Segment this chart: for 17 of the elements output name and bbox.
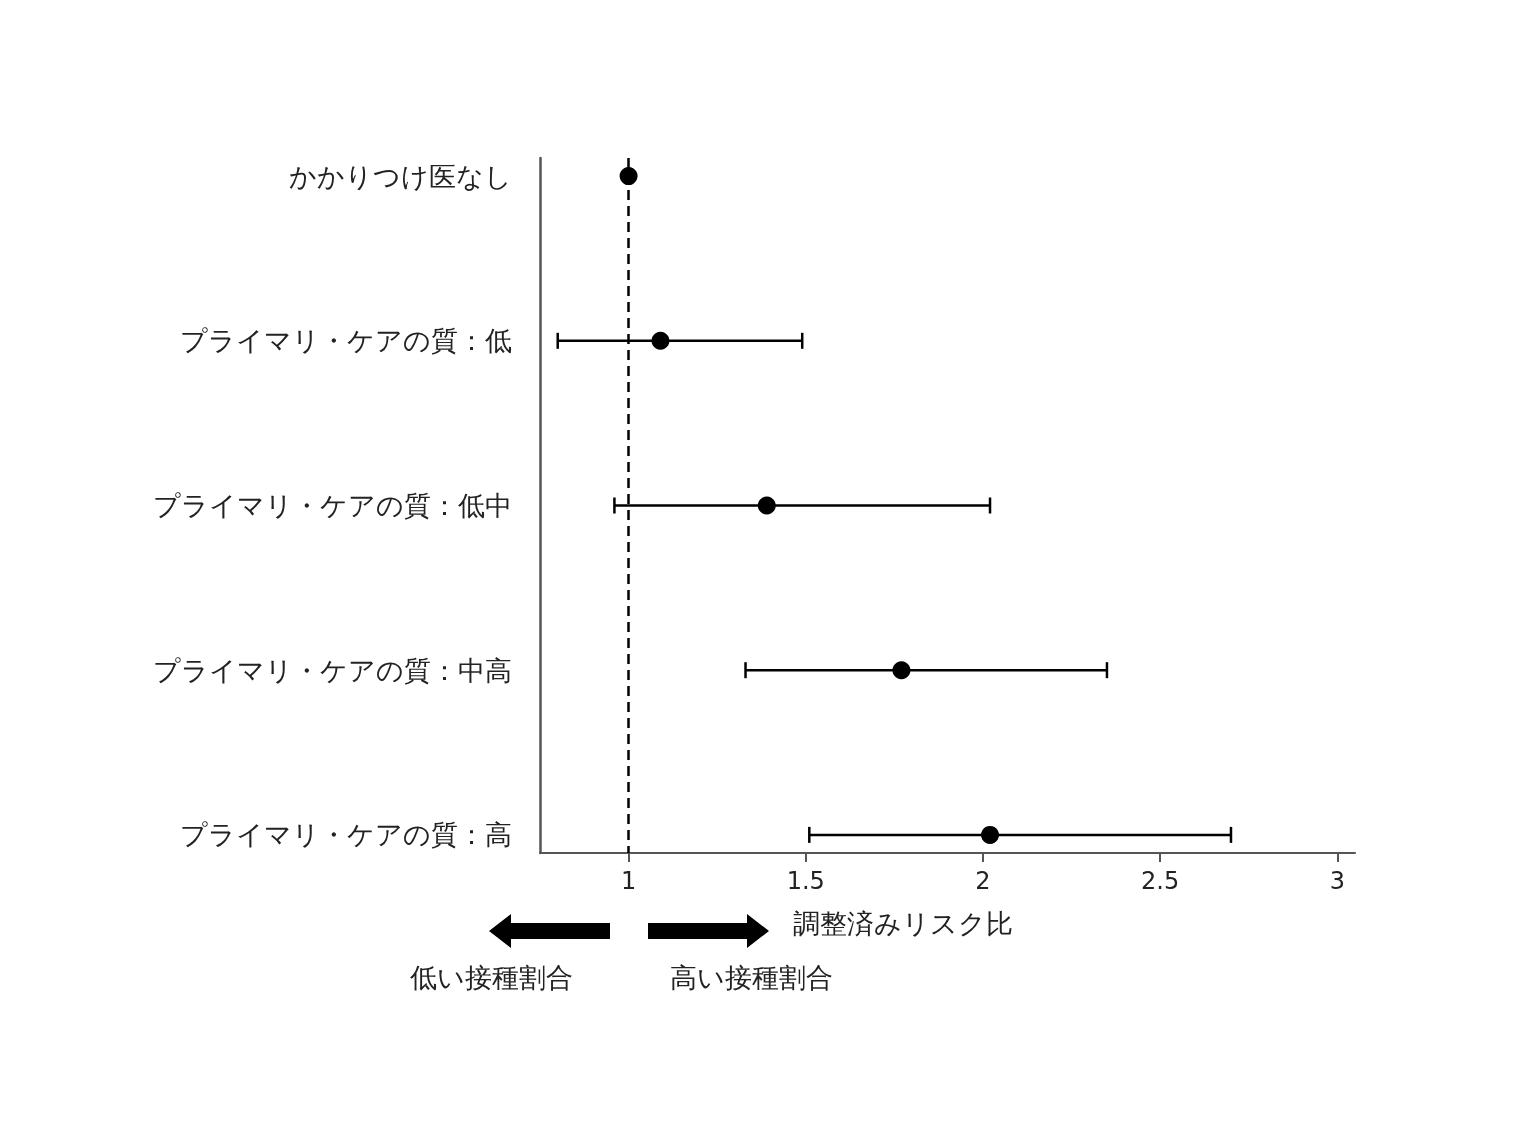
point: [651, 331, 670, 350]
text: 高い接種割合: [669, 962, 833, 993]
x-axis-title: 調整済みリスク比: [793, 908, 1013, 939]
y-tick-label: プライマリ・ケアの質：高: [180, 819, 512, 851]
point: [981, 825, 1000, 844]
y-tick-label: かかりつけ医なし: [289, 160, 512, 192]
x-tick-label: 1.5: [786, 867, 825, 895]
x-tick-label: 3: [1329, 867, 1345, 895]
x-tick-label: 2.5: [1141, 867, 1180, 895]
x-tick-label: 2: [975, 867, 991, 895]
y-tick-label: プライマリ・ケアの質：低中: [153, 490, 512, 521]
y-tick-label: プライマリ・ケアの質：中高: [153, 654, 512, 686]
text: 低い接種割合: [409, 962, 573, 993]
y-tick-label: プライマリ・ケアの質：低: [180, 325, 512, 357]
point: [892, 661, 911, 680]
x-tick-label: 1: [620, 867, 637, 895]
point: [757, 496, 776, 515]
